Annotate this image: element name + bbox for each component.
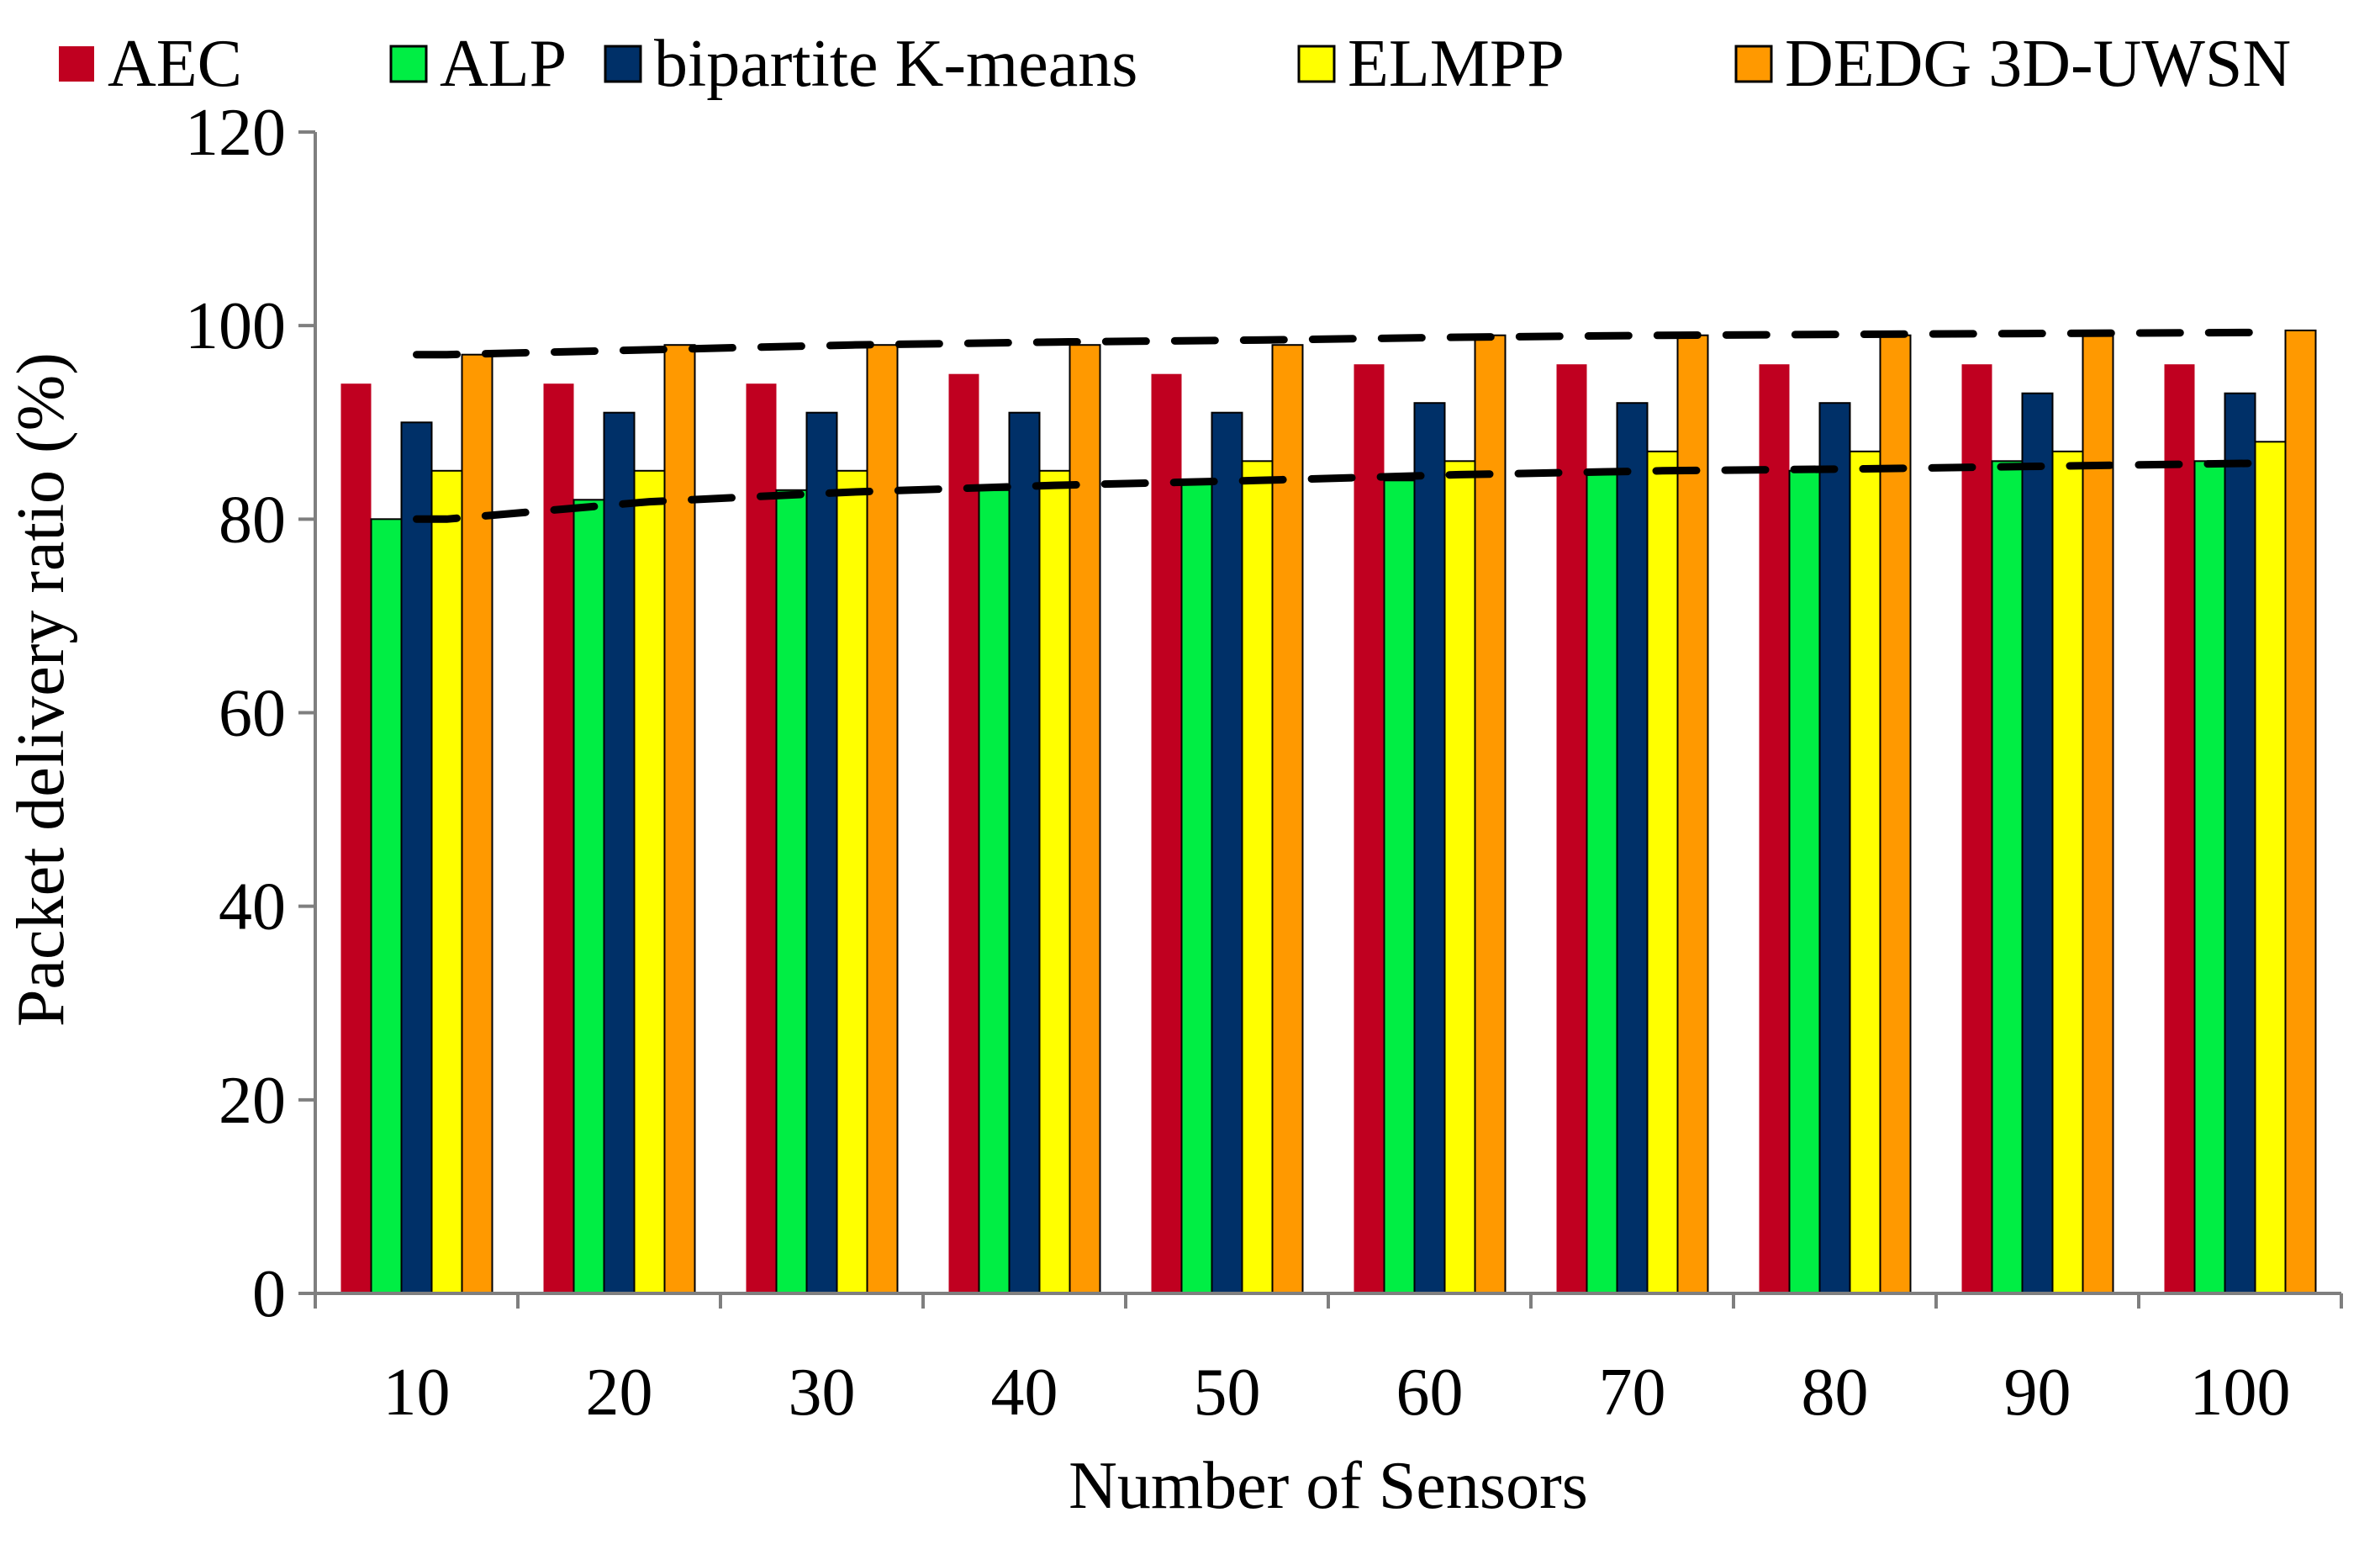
bar-aec-30 [746,383,777,1294]
bar-aec-50 [1151,373,1182,1294]
bar-aec-40 [948,373,979,1294]
y-tick-label-0: 0 [252,1257,286,1331]
bar-alp-20 [573,499,605,1294]
x-tick-label-20: 20 [586,1356,653,1430]
trend-line-upper [413,328,2274,359]
legend: AEC ALP bipartite K-means ELMPP DEDG 3D-UWSN [59,27,2291,101]
x-tick-label-100: 100 [2190,1356,2291,1430]
bar-bipartite-k-means-40 [1008,411,1041,1295]
bar-alp-60 [1383,479,1416,1294]
bar-bipartite-k-means-90 [2021,392,2054,1295]
bar-elmpp-20 [633,469,666,1294]
bar-elmpp-50 [1241,460,1274,1294]
y-tick-label-40: 40 [219,870,286,944]
bar-dedg-3d-uwsn-20 [663,344,696,1295]
y-tick-label-80: 80 [219,483,286,557]
legend-label-elmpp: ELMPP [1348,27,1565,101]
bar-elmpp-10 [430,469,463,1294]
bar-elmpp-60 [1443,460,1476,1294]
bar-bipartite-k-means-70 [1616,402,1649,1295]
y-tick-label-100: 100 [185,289,286,363]
legend-swatch-elmpp [1297,45,1336,83]
x-tick-label-90: 90 [2004,1356,2071,1430]
bar-bipartite-k-means-60 [1413,402,1446,1295]
bar-bipartite-k-means-30 [805,411,838,1295]
bar-alp-70 [1586,469,1618,1294]
bar-dedg-3d-uwsn-90 [2082,334,2114,1295]
legend-swatch-bipartite-k-means [604,45,642,83]
bar-elmpp-90 [2051,450,2084,1294]
x-tick-label-50: 50 [1194,1356,1261,1430]
bar-elmpp-70 [1646,450,1679,1294]
axes: 0 20 40 60 80 100 120 10 20 30 40 50 60 70 80 90 100 [185,96,2343,1430]
bar-alp-80 [1788,469,1821,1294]
x-axis-title: Number of Sensors [1069,1449,1588,1523]
bar-bipartite-k-means-10 [400,421,433,1295]
bar-bipartite-k-means-20 [603,411,636,1295]
trend-lines [413,328,2274,523]
bar-alp-10 [370,518,403,1294]
bar-aec-60 [1354,364,1385,1294]
y-axis-title: Packet delivery ratio (%) [4,352,78,1027]
legend-label-alp: ALP [440,27,567,101]
y-tick-label-120: 120 [185,96,286,170]
bar-dedg-3d-uwsn-40 [1069,344,1101,1295]
legend-label-aec: AEC [108,27,242,101]
bar-aec-90 [1961,364,1992,1294]
bar-aec-20 [543,383,574,1294]
bar-elmpp-100 [2254,441,2287,1294]
bar-dedg-3d-uwsn-60 [1474,334,1507,1295]
bar-aec-80 [1759,364,1790,1294]
legend-swatch-alp [389,45,428,83]
bar-alp-30 [775,489,808,1294]
bar-dedg-3d-uwsn-10 [461,353,493,1295]
trend-line-lower [413,459,2274,523]
bar-elmpp-30 [836,469,868,1294]
x-tick-label-40: 40 [991,1356,1058,1430]
x-tick-label-70: 70 [1599,1356,1666,1430]
bar-alp-50 [1180,479,1213,1294]
bar-elmpp-80 [1849,450,1881,1294]
bar-alp-90 [1991,460,2024,1294]
x-tick-label-30: 30 [789,1356,856,1430]
y-tick-label-60: 60 [219,677,286,751]
legend-swatch-aec [59,46,94,82]
y-tick-label-20: 20 [219,1064,286,1138]
x-tick-label-80: 80 [1802,1356,1869,1430]
bar-dedg-3d-uwsn-30 [866,344,899,1295]
bar-bipartite-k-means-80 [1818,402,1851,1295]
x-tick-label-60: 60 [1396,1356,1464,1430]
legend-swatch-dedg-3d-uwsn [1734,45,1773,83]
legend-label-dedg-3d-uwsn: DEDG 3D-UWSN [1785,27,2291,101]
bar-alp-100 [2193,460,2226,1294]
bar-aec-10 [340,383,372,1294]
bar-bipartite-k-means-50 [1211,411,1243,1295]
bar-dedg-3d-uwsn-80 [1879,334,1912,1295]
bar-dedg-3d-uwsn-50 [1271,344,1304,1295]
bar-bipartite-k-means-100 [2224,392,2256,1295]
bar-dedg-3d-uwsn-100 [2284,329,2317,1294]
bar-aec-100 [2164,364,2195,1294]
legend-label-bipartite-k-means: bipartite K-means [654,27,1137,101]
x-tick-label-10: 10 [383,1356,451,1430]
bar-aec-70 [1556,364,1587,1294]
bar-alp-40 [978,489,1011,1294]
bar-dedg-3d-uwsn-70 [1676,334,1709,1295]
bar-elmpp-40 [1038,469,1071,1294]
